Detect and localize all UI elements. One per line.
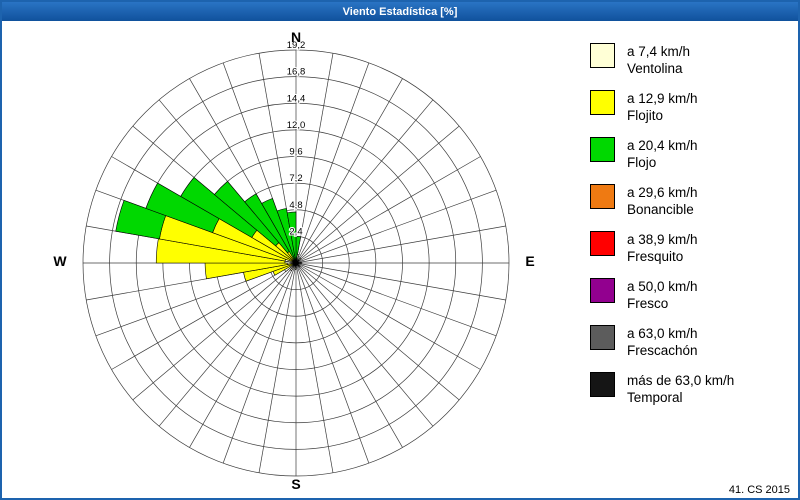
legend-class-name: Ventolina — [627, 61, 683, 76]
radial-tick-label: 4,8 — [289, 200, 302, 211]
legend-speed-label: a 12,9 km/h — [627, 91, 698, 106]
legend-speed-label: a 7,4 km/h — [627, 44, 691, 59]
legend-class-name: Fresco — [627, 296, 669, 311]
wind-petals — [115, 177, 302, 282]
legend-class-name: Fresquito — [627, 249, 684, 264]
legend-speed-label: a 29,6 km/h — [627, 185, 698, 200]
legend-item: a 20,4 km/h Flojo — [590, 137, 795, 171]
legend-color-swatch-ventolina — [590, 43, 615, 68]
content-area: 2,4 4,8 7,2 9,6 12,0 14,4 16,8 19,2 N S W E a 7… — [2, 21, 798, 498]
legend-item: a 63,0 km/h Frescachón — [590, 325, 795, 359]
compass-south-label: S — [291, 476, 301, 492]
wind-rose-svg: 2,4 4,8 7,2 9,6 12,0 14,4 16,8 19,2 — [82, 39, 510, 477]
legend-class-name: Temporal — [627, 390, 683, 405]
legend-item: a 7,4 km/h Ventolina — [590, 43, 795, 77]
radial-tick-label: 19,2 — [287, 40, 306, 51]
petal-segment-flojo — [261, 197, 297, 264]
legend-item: a 38,9 km/h Fresquito — [590, 231, 795, 265]
compass-west-label: W — [53, 253, 67, 269]
radial-tick-label: 9,6 — [289, 147, 302, 158]
legend-speed-label: a 50,0 km/h — [627, 279, 698, 294]
radial-tick-label: 7,2 — [289, 173, 302, 184]
legend-speed-label: a 63,0 km/h — [627, 326, 698, 341]
radial-tick-label: 14,4 — [287, 93, 306, 104]
legend-color-swatch-frescachon — [590, 325, 615, 350]
legend: a 7,4 km/h Ventolina a 12,9 km/h Flojito… — [590, 43, 795, 419]
petal-segment-flojo — [286, 211, 297, 264]
legend-item: más de 63,0 km/h Temporal — [590, 372, 795, 406]
petal-segment-flojo — [276, 208, 297, 264]
grid-ring — [109, 76, 483, 450]
legend-item: a 12,9 km/h Flojito — [590, 90, 795, 124]
footer-note: 41. CS 2015 — [728, 484, 790, 496]
wind-rose-chart: 2,4 4,8 7,2 9,6 12,0 14,4 16,8 19,2 N S W E — [2, 21, 574, 498]
legend-speed-label: más de 63,0 km/h — [627, 373, 735, 388]
legend-speed-label: a 38,9 km/h — [627, 232, 698, 247]
legend-color-swatch-flojito — [590, 90, 615, 115]
grid-ring — [135, 102, 457, 424]
legend-class-name: Flojito — [627, 108, 664, 123]
compass-east-label: E — [525, 253, 535, 269]
compass-north-label: N — [290, 29, 302, 45]
title-bar[interactable]: Viento Estadística [%] — [2, 2, 798, 21]
legend-speed-label: a 20,4 km/h — [627, 138, 698, 153]
legend-color-swatch-flojo — [590, 137, 615, 162]
legend-item: a 29,6 km/h Bonancible — [590, 184, 795, 218]
radial-tick-label: 12,0 — [287, 120, 306, 131]
legend-color-swatch-temporal — [590, 372, 615, 397]
legend-class-name: Frescachón — [627, 343, 698, 358]
legend-color-swatch-bonancible — [590, 184, 615, 209]
rose-center-dot — [293, 260, 299, 266]
window-title: Viento Estadística [%] — [342, 5, 458, 18]
legend-class-name: Flojo — [627, 155, 657, 170]
legend-color-swatch-fresquito — [590, 231, 615, 256]
grid-ring — [82, 49, 510, 477]
legend-class-name: Bonancible — [627, 202, 694, 217]
radial-tick-labels: 2,4 4,8 7,2 9,6 12,0 14,4 16,8 19,2 — [286, 39, 307, 238]
radial-tick-label: 16,8 — [287, 67, 306, 78]
radial-tick-label: 2,4 — [289, 226, 302, 237]
legend-color-swatch-fresco — [590, 278, 615, 303]
legend-item: a 50,0 km/h Fresco — [590, 278, 795, 312]
